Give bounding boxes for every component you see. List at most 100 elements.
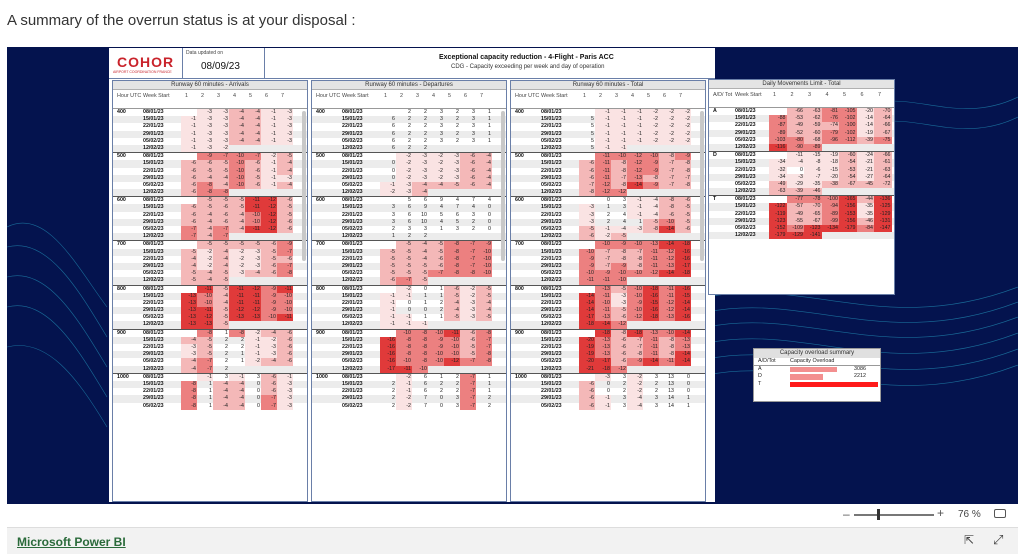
table-row[interactable]: 05/02/23 -16 -10 -8 -10 -12 -7 -8 [312, 358, 506, 366]
table-row[interactable]: 12/02/23 -179 -129 -141 [709, 232, 894, 240]
zoom-in-button[interactable]: + [937, 506, 945, 520]
table-row[interactable]: 15/01/23 -6 -5 -6 -5 -11 -12 -5 [113, 204, 307, 212]
table-row[interactable]: 05/02/23 -6 -1 3 -4 3 14 1 [511, 402, 705, 410]
arrivals-matrix[interactable]: Runway 60 minutes - Arrivals Hour UTC We… [112, 80, 308, 502]
table-row[interactable]: 05/02/23 -13 -12 -5 -13 -13 -10 -11 [113, 314, 307, 322]
table-row[interactable]: 12/02/23 -8 -12 -12 [511, 189, 705, 197]
table-row[interactable]: 1000 08/01/23 -1 3 -1 3 -6 -1 [113, 373, 307, 381]
table-row[interactable]: 29/01/23 -3 -5 2 1 -1 -3 -6 [113, 351, 307, 359]
table-row[interactable]: 15/01/23 -10 -7 -8 -7 -11 -12 -16 [511, 248, 705, 256]
table-row[interactable]: 29/01/23 -5 -5 -5 -6 -8 -7 -10 [312, 262, 506, 271]
table-row[interactable]: 22/01/23 3 6 10 5 6 3 0 [312, 212, 506, 219]
table-row[interactable]: D 08/01/23 -11 -15 -19 -60 -24 -66 [709, 152, 894, 160]
table-row[interactable]: 22/01/23 -13 -10 -4 -11 -11 -9 -10 [113, 299, 307, 308]
summary-row[interactable]: T [754, 381, 880, 389]
table-row[interactable]: 05/02/23 6 2 2 3 2 3 1 [312, 138, 506, 145]
table-row[interactable]: 12/02/23 -2 -3 -4 [312, 189, 506, 197]
table-row[interactable]: 22/01/23 -16 -8 -8 -9 -10 -5 -7 [312, 344, 506, 352]
table-row[interactable]: 22/01/23 5 -1 -1 -1 -2 -2 -2 [511, 123, 705, 131]
table-row[interactable]: 22/01/23 -1 0 1 2 -4 -3 -4 [312, 299, 506, 308]
table-row[interactable]: 700 08/01/23 -5 -5 -5 -5 -6 -9 [113, 241, 307, 249]
table-row[interactable]: 12/02/23 -6 -8 -8 [113, 189, 307, 197]
table-row[interactable]: 22/01/23 -6 -11 -8 -12 -9 -7 -8 [511, 167, 705, 175]
table-row[interactable]: 12/02/23 -63 -39 -46 [709, 188, 894, 196]
table-row[interactable]: 500 08/01/23 -2 -3 -2 -3 -6 -4 [312, 153, 506, 161]
table-row[interactable]: 29/01/23 -6 -4 -4 -10 -5 -1 -3 [113, 174, 307, 182]
table-row[interactable]: 05/02/23 -7 -12 -8 -14 -9 -7 -8 [511, 181, 705, 190]
table-row[interactable]: 12/02/23 6 2 2 [312, 144, 506, 153]
table-row[interactable]: 15/01/23 -14 -11 -3 -10 -16 -11 -15 [511, 292, 705, 300]
vertical-scrollbar[interactable] [501, 111, 505, 261]
table-row[interactable]: 05/02/23 -20 -17 -6 -9 -14 -11 -14 [511, 358, 705, 366]
table-row[interactable]: 15/01/23 -122 -57 -70 -94 -156 -35 -125 [709, 203, 894, 211]
table-row[interactable]: 05/02/23 -5 -4 -5 -3 -4 -6 -8 [113, 270, 307, 278]
table-row[interactable]: 29/01/23 -8 1 -4 -4 0 -7 -3 [113, 395, 307, 403]
table-row[interactable]: 29/01/23 -89 -52 -60 -79 -102 -19 -67 [709, 129, 894, 137]
table-row[interactable]: 05/02/23 2 -2 7 0 3 -7 2 [312, 402, 506, 410]
table-row[interactable]: 15/01/23 -20 -13 -6 -7 -11 -8 -13 [511, 336, 705, 344]
table-row[interactable]: 29/01/23 -16 -8 -8 -10 -10 -5 -8 [312, 351, 506, 359]
table-row[interactable]: 12/02/23 -1 -1 -1 [312, 321, 506, 329]
table-row[interactable]: 15/01/23 -88 -53 -62 -76 -102 -14 -64 [709, 115, 894, 123]
table-row[interactable]: 12/02/23 -18 -14 -12 [511, 321, 705, 329]
table-row[interactable]: 15/01/23 3 6 9 4 7 4 0 [312, 204, 506, 212]
table-row[interactable]: 15/01/23 6 2 2 3 2 3 1 [312, 116, 506, 124]
table-row[interactable]: 29/01/23 6 2 2 3 2 3 1 [312, 130, 506, 138]
table-row[interactable]: A 08/01/23 -66 -63 -81 -105 -20 -70 [709, 108, 894, 116]
table-row[interactable]: 22/01/23 -8 1 -4 -4 0 -6 -3 [113, 388, 307, 396]
table-row[interactable]: 05/02/23 -8 1 -4 -4 0 -7 -3 [113, 402, 307, 410]
daily-movements-matrix[interactable]: Daily Movements Limit - Total A/D/ Tot W… [708, 79, 895, 295]
table-row[interactable]: 05/02/23 -1 -3 -4 -4 -5 -6 -4 [312, 181, 506, 190]
table-row[interactable]: 400 08/01/23 -3 -3 -4 -4 -1 -3 [113, 109, 307, 117]
table-row[interactable]: 29/01/23 5 -1 -1 -1 -2 -2 -2 [511, 130, 705, 138]
table-row[interactable]: 12/02/23 -17 -11 -10 [312, 365, 506, 373]
table-row[interactable]: 29/01/23 -19 -13 -6 -8 -11 -8 -14 [511, 351, 705, 359]
table-row[interactable]: 05/02/23 -17 -13 -6 -12 -18 -13 -16 [511, 314, 705, 322]
table-row[interactable]: 29/01/23 0 -2 -3 -2 -3 -6 -4 [312, 174, 506, 182]
table-row[interactable]: 15/01/23 -5 -5 -4 -5 -8 -7 -10 [312, 248, 506, 256]
table-row[interactable]: 29/01/23 -9 -7 -9 -8 -11 -13 -17 [511, 262, 705, 271]
table-row[interactable]: 12/02/23 -5 -4 -5 [113, 277, 307, 285]
table-row[interactable]: 700 08/01/23 -5 -4 -5 -8 -7 -9 [312, 241, 506, 249]
share-icon[interactable]: ⇱ [964, 533, 975, 547]
table-row[interactable]: 500 08/01/23 -9 -7 -10 -7 -2 -5 [113, 153, 307, 161]
table-row[interactable]: 600 08/01/23 -5 -5 -5 -11 -12 -6 [113, 197, 307, 205]
table-row[interactable]: 29/01/23 -4 -2 -4 -2 -3 -6 -7 [113, 262, 307, 271]
table-row[interactable]: 05/02/23 -103 -80 -68 -96 -112 -39 -75 [709, 136, 894, 144]
table-row[interactable]: 29/01/23 -14 -11 -5 -10 -16 -12 -14 [511, 307, 705, 315]
table-row[interactable]: 29/01/23 -34 -3 -7 -20 -54 -27 -64 [709, 173, 894, 181]
table-row[interactable]: 22/01/23 6 2 2 3 2 3 1 [312, 123, 506, 130]
table-row[interactable]: 15/01/23 2 -1 6 2 2 -7 1 [312, 380, 506, 389]
table-row[interactable]: 15/01/23 -4 -5 2 2 -1 -2 -6 [113, 336, 307, 344]
table-row[interactable]: 12/02/23 -116 -90 -89 [709, 143, 894, 152]
table-row[interactable]: 12/02/23 -13 -13 -5 [113, 321, 307, 329]
table-row[interactable]: 29/01/23 -1 0 0 2 -4 -3 -4 [312, 307, 506, 315]
table-row[interactable]: 12/02/23 -6 -7 -5 [312, 277, 506, 285]
table-row[interactable]: 12/02/23 -21 -18 -12 [511, 365, 705, 373]
zoom-out-button[interactable]: – [843, 507, 850, 521]
table-row[interactable]: 22/01/23 -1 -3 -3 -4 -4 -1 -3 [113, 123, 307, 131]
table-row[interactable]: 800 08/01/23 -11 -5 -11 -12 -9 -11 [113, 285, 307, 293]
table-row[interactable]: 22/01/23 -9 -7 -8 -8 -11 -12 -16 [511, 255, 705, 263]
table-row[interactable]: 29/01/23 -3 2 4 1 -5 -10 -5 [511, 218, 705, 226]
table-row[interactable]: 29/01/23 -13 -11 -5 -12 -12 -9 -10 [113, 307, 307, 315]
table-row[interactable]: 22/01/23 -3 -5 2 2 -1 -3 -6 [113, 344, 307, 352]
departures-matrix[interactable]: Runway 60 minutes - Departures Hour UTC … [311, 80, 507, 502]
table-row[interactable]: 29/01/23 -6 -1 3 -4 3 14 1 [511, 395, 705, 403]
table-row[interactable]: 29/01/23 -123 -55 -67 -99 -156 -46 -131 [709, 217, 894, 225]
table-row[interactable]: 15/01/23 -1 -1 1 1 -5 -2 -5 [312, 292, 506, 300]
table-row[interactable]: 05/02/23 -6 -8 -4 -10 -6 -1 -4 [113, 181, 307, 190]
vertical-scrollbar[interactable] [700, 111, 704, 261]
table-row[interactable]: 12/02/23 1 2 2 [312, 233, 506, 241]
table-row[interactable]: 15/01/23 -8 1 -4 -4 0 -6 -3 [113, 380, 307, 389]
table-row[interactable]: 22/01/23 2 -1 6 2 2 -7 1 [312, 388, 506, 396]
table-row[interactable]: 12/02/23 -4 -7 2 [113, 365, 307, 373]
table-row[interactable]: 800 08/01/23 -13 -5 -10 -18 -11 -16 [511, 285, 705, 293]
table-row[interactable]: 05/02/23 -1 -1 1 1 -5 -3 -5 [312, 314, 506, 322]
table-row[interactable]: 900 08/01/23 -18 -8 -18 -13 -10 -14 [511, 329, 705, 337]
power-bi-link[interactable]: Microsoft Power BI [17, 535, 126, 549]
table-row[interactable]: 1000 08/01/23 -2 6 1 2 -7 1 [312, 373, 506, 381]
table-row[interactable]: 22/01/23 -4 -2 -4 -2 -3 -5 -6 [113, 255, 307, 263]
table-row[interactable]: 15/01/23 -13 -10 -4 -11 -11 -9 -10 [113, 292, 307, 300]
table-row[interactable]: 15/01/23 -34 -4 -8 -18 -54 -21 -61 [709, 159, 894, 167]
